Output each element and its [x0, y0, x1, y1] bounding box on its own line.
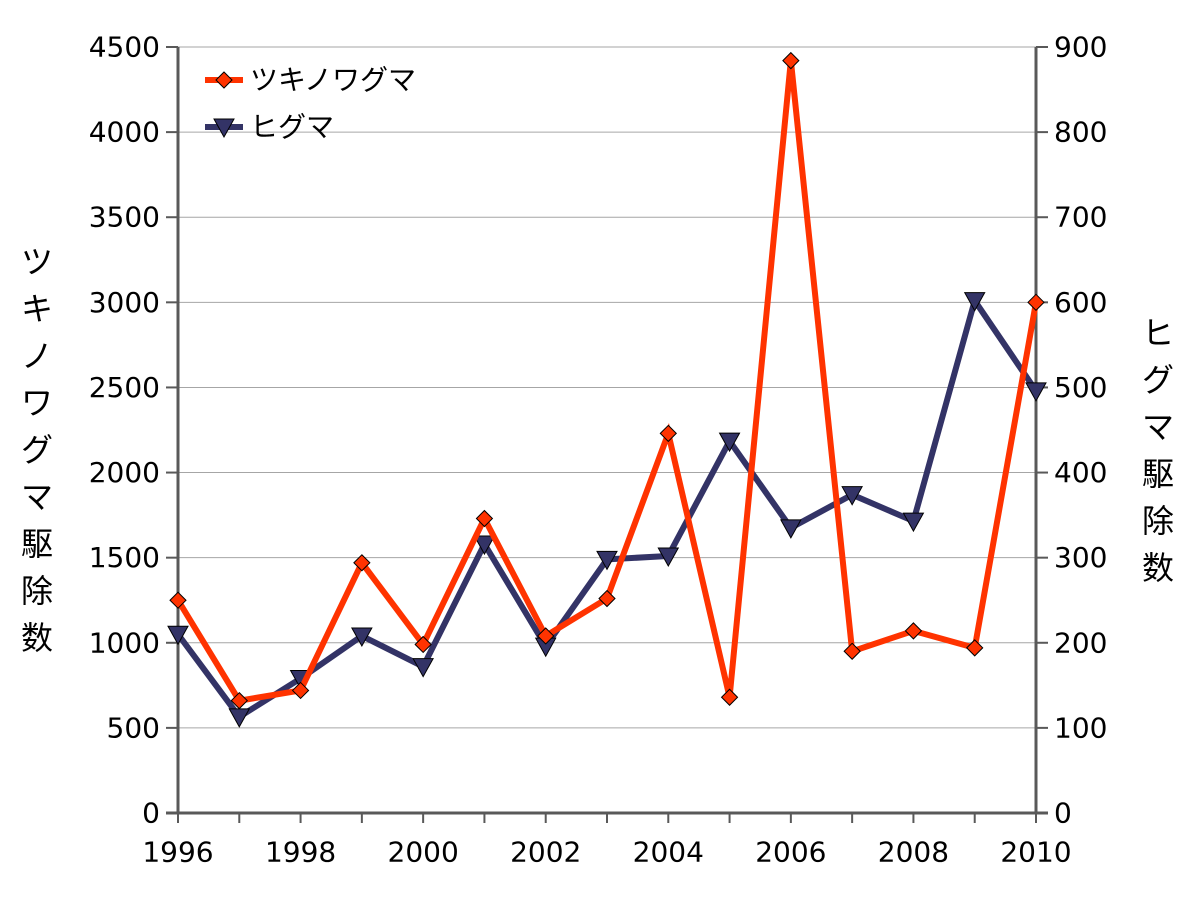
data-point-tsukinowaguma	[291, 681, 310, 700]
data-point-tsukinowaguma	[1027, 293, 1045, 312]
data-point-tsukinowaguma	[782, 51, 800, 70]
left-axis-title-char: 駆	[21, 525, 53, 563]
data-point-tsukinowaguma	[598, 589, 616, 608]
data-point-higuma	[718, 432, 741, 453]
series	[167, 51, 1047, 728]
legend-label-higuma: ヒグマ	[250, 111, 334, 144]
data-point-tsukinowaguma	[230, 691, 248, 710]
data-point-tsukinowaguma	[537, 627, 555, 645]
axes	[166, 46, 1048, 823]
x-tick-label: 2008	[878, 836, 949, 869]
legend-marker-higuma	[213, 118, 235, 139]
data-point-tsukinowaguma	[904, 622, 923, 640]
data-point-higuma	[412, 658, 434, 678]
right-y-tick-label: 200	[1054, 626, 1107, 659]
left-axis-title-char: グ	[21, 431, 53, 469]
right-axis-title-char: ヒ	[1142, 314, 1174, 352]
data-point-higuma	[351, 627, 373, 647]
left-y-tick-label: 4000	[89, 116, 160, 149]
data-point-higuma	[228, 708, 251, 728]
right-y-tick-label: 600	[1054, 286, 1107, 319]
left-axis-title-char: ノ	[21, 337, 53, 375]
right-y-tick-label: 900	[1054, 31, 1107, 64]
right-y-tick-label: 800	[1054, 116, 1107, 149]
data-point-tsukinowaguma	[843, 642, 861, 660]
data-point-tsukinowaguma	[659, 424, 677, 443]
right-axis-title-char: マ	[1142, 408, 1174, 446]
left-y-tick-label: 3000	[89, 286, 160, 319]
x-tick-label: 2004	[633, 836, 704, 869]
left-axis-title-char: ツ	[21, 243, 53, 281]
right-axis-title-char: 駆	[1142, 455, 1174, 493]
data-point-tsukinowaguma	[720, 688, 739, 706]
x-tick-label: 2006	[755, 836, 826, 869]
data-point-tsukinowaguma	[353, 554, 371, 572]
data-point-higuma	[963, 292, 986, 312]
data-point-higuma	[167, 625, 189, 646]
left-axis-title-char: 数	[21, 619, 53, 657]
left-y-tick-label: 0	[142, 797, 160, 830]
left-y-tick-label: 500	[107, 711, 160, 744]
legend-marker-tsukinowaguma	[215, 71, 233, 89]
left-y-tick-label: 2000	[89, 456, 160, 489]
x-tick-label: 2000	[388, 836, 459, 869]
right-y-tick-label: 700	[1054, 201, 1107, 234]
x-tick-label: 2010	[1000, 836, 1071, 869]
data-point-higuma	[902, 512, 925, 533]
data-point-tsukinowaguma	[169, 591, 187, 609]
axis-labels: 0 0 500 100 1000 200 1500 300 2000 400 2500 500 3000…	[21, 31, 1174, 869]
left-axis-title-char: マ	[21, 478, 53, 516]
left-y-tick-label: 3500	[89, 201, 160, 234]
data-point-higuma	[841, 486, 863, 506]
data-point-higuma	[657, 547, 680, 567]
right-axis-title-char: 除	[1142, 502, 1174, 540]
right-y-tick-label: 0	[1054, 797, 1072, 830]
right-y-tick-label: 100	[1054, 711, 1107, 744]
x-tick-label: 1996	[142, 836, 213, 869]
x-tick-label: 1998	[265, 836, 336, 869]
data-point-tsukinowaguma	[966, 639, 984, 657]
right-y-tick-label: 500	[1054, 371, 1107, 404]
left-axis-title-char: 除	[21, 572, 53, 610]
left-y-tick-label: 2500	[89, 371, 160, 404]
left-y-tick-label: 1000	[89, 626, 160, 659]
data-point-higuma	[473, 535, 496, 556]
data-point-higuma	[596, 550, 618, 571]
gridlines	[178, 46, 1036, 729]
series-line-higuma	[175, 293, 1039, 721]
left-axis-title-char: ワ	[21, 384, 53, 422]
left-axis-title-char: キ	[21, 290, 53, 328]
data-point-tsukinowaguma	[414, 635, 432, 654]
data-point-higuma	[1025, 382, 1047, 402]
left-y-tick-label: 4500	[89, 31, 160, 64]
right-y-tick-label: 400	[1054, 456, 1107, 489]
legend-label-tsukinowaguma: ツキノワグマ	[250, 64, 416, 97]
data-point-higuma	[780, 519, 802, 539]
right-axis-title-char: グ	[1142, 361, 1174, 399]
data-point-tsukinowaguma	[475, 509, 494, 528]
left-y-tick-label: 1500	[89, 541, 160, 574]
right-axis-title-char: 数	[1142, 549, 1174, 587]
x-tick-label: 2002	[510, 836, 581, 869]
right-y-tick-label: 300	[1054, 541, 1107, 574]
